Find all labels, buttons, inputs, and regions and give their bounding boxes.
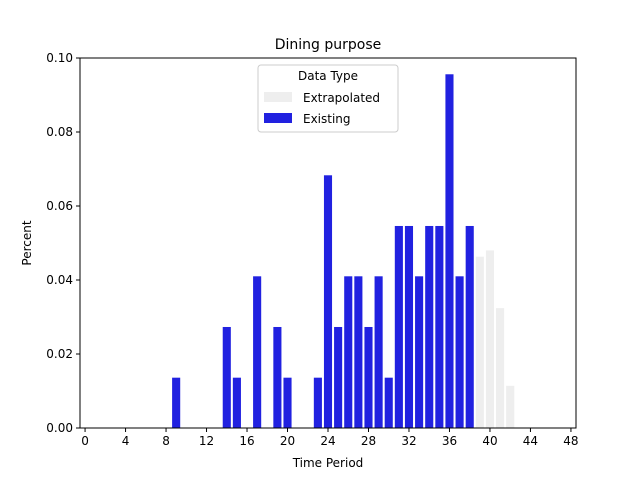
x-tick-label-36: 36 <box>442 434 457 448</box>
bar-existing-20 <box>283 377 292 428</box>
legend: Data Type Extrapolated Existing <box>257 64 399 133</box>
y-tick-label-4: 0.08 <box>46 125 73 139</box>
legend-swatch-extrapolated <box>264 92 292 102</box>
bar-existing-29 <box>374 276 383 428</box>
bar-existing-38 <box>465 225 474 428</box>
extrapolated-bars <box>475 250 515 428</box>
y-axis-label: Percent <box>20 220 34 265</box>
x-tick-label-48: 48 <box>563 434 578 448</box>
x-tick-label-8: 8 <box>162 434 170 448</box>
bar-existing-33 <box>415 276 424 428</box>
x-tick-label-0: 0 <box>81 434 89 448</box>
bar-existing-32 <box>404 225 414 428</box>
bar-existing-9 <box>172 377 181 428</box>
bar-existing-30 <box>384 377 393 428</box>
bar-existing-14 <box>222 326 231 428</box>
x-tick-label-44: 44 <box>523 434 538 448</box>
legend-title: Data Type <box>298 69 358 83</box>
x-tick-label-16: 16 <box>239 434 254 448</box>
bar-existing-36 <box>445 74 454 428</box>
bar-existing-35 <box>435 225 444 428</box>
existing-bars <box>172 74 474 428</box>
x-tick-label-32: 32 <box>401 434 416 448</box>
bar-existing-31 <box>394 225 403 428</box>
bar-existing-17 <box>253 276 262 428</box>
y-tick-label-3: 0.06 <box>46 199 73 213</box>
bar-extrapolated-40 <box>485 250 495 428</box>
legend-frame <box>257 64 399 133</box>
bar-existing-15 <box>232 377 241 428</box>
legend-swatch-existing <box>264 113 292 123</box>
bar-extrapolated-42 <box>506 385 515 428</box>
x-axis-ticks: 0 4 8 12 16 20 24 28 32 36 40 44 48 <box>81 428 579 448</box>
bar-existing-34 <box>425 225 434 428</box>
x-tick-label-12: 12 <box>199 434 214 448</box>
chart-title: Dining purpose <box>275 37 382 53</box>
legend-label-extrapolated: Extrapolated <box>303 91 380 105</box>
bar-existing-28 <box>364 326 373 428</box>
x-tick-label-20: 20 <box>280 434 295 448</box>
x-tick-label-40: 40 <box>482 434 497 448</box>
x-tick-label-24: 24 <box>320 434 335 448</box>
bar-existing-23 <box>313 377 322 428</box>
bar-existing-37 <box>455 276 464 428</box>
y-tick-label-2: 0.04 <box>46 273 73 287</box>
y-tick-label-5: 0.10 <box>46 51 73 65</box>
bar-existing-25 <box>334 326 343 428</box>
bar-existing-24 <box>323 175 333 428</box>
y-axis-ticks: 0.00 0.02 0.04 0.06 0.08 0.10 <box>46 51 80 435</box>
x-tick-label-28: 28 <box>361 434 376 448</box>
bar-extrapolated-39 <box>475 256 484 428</box>
bar-extrapolated-41 <box>496 308 505 428</box>
bar-existing-27 <box>354 276 363 428</box>
bar-existing-26 <box>344 276 353 428</box>
y-tick-label-1: 0.02 <box>46 347 73 361</box>
y-tick-label-0: 0.00 <box>46 421 73 435</box>
bar-existing-19 <box>273 326 282 428</box>
x-tick-label-4: 4 <box>122 434 130 448</box>
legend-label-existing: Existing <box>303 112 351 126</box>
x-axis-label: Time Period <box>292 456 364 470</box>
